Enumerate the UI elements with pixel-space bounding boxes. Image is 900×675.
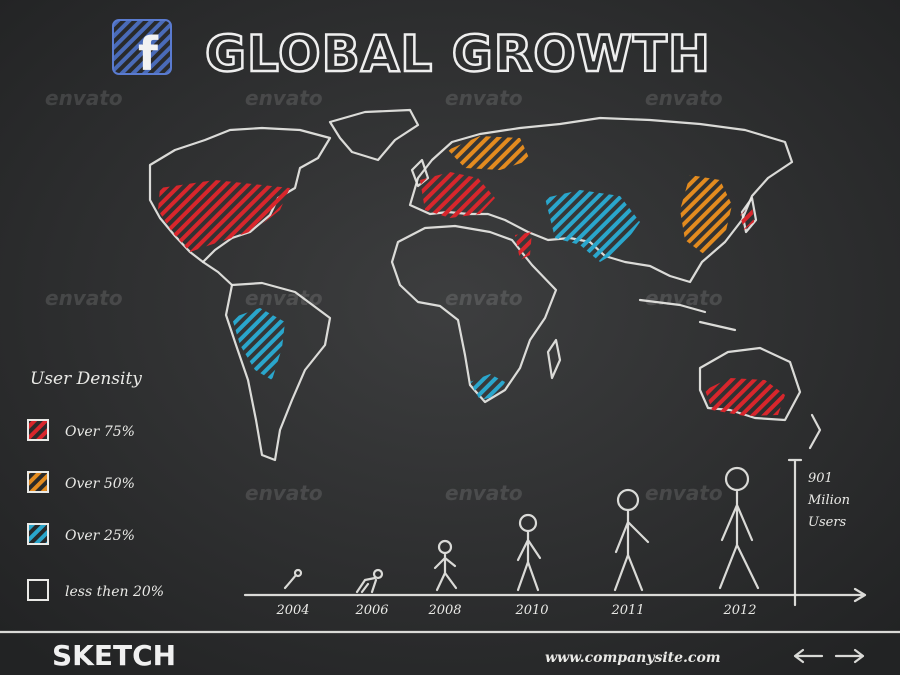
europe-region: [420, 172, 495, 218]
watermark: envato: [645, 481, 723, 505]
watermark: envato: [445, 481, 523, 505]
brand: SKETCH: [52, 639, 176, 672]
time-axis: [243, 587, 867, 603]
legend-swatch: [27, 471, 49, 493]
peru-region: [232, 308, 285, 380]
legend-swatch: [27, 579, 49, 601]
south-africa-region: [470, 374, 505, 400]
legend-swatch: [27, 419, 49, 441]
eurasia: [408, 116, 794, 284]
south-america: [224, 281, 332, 462]
title: GLOBAL GROWTH: [205, 25, 711, 83]
child-figure: [433, 539, 458, 592]
legend-label: Over 75%: [65, 424, 135, 440]
watermarks: envato envato envato envato envato envat…: [45, 86, 723, 505]
year-label: 2010: [514, 603, 548, 618]
arabia-region: [515, 232, 532, 260]
teen-figure: [516, 513, 542, 592]
japan-region: [740, 205, 754, 230]
legend-label: less then 20%: [65, 584, 164, 600]
year-label: 2008: [427, 603, 461, 618]
legend-label: Over 50%: [65, 476, 135, 492]
footer: SKETCH www.companysite.com: [0, 630, 900, 672]
greenland: [328, 108, 420, 162]
new-zealand: [808, 413, 822, 450]
watermark: envato: [245, 86, 323, 110]
facebook-letter: f: [138, 27, 159, 81]
adult-figure: [718, 466, 760, 590]
url: www.companysite.com: [545, 650, 721, 666]
year-label: 2012: [722, 603, 756, 618]
baby-figure: [355, 568, 384, 594]
total-label: 901: [808, 471, 833, 486]
watermark: envato: [45, 86, 123, 110]
watermark: envato: [645, 86, 723, 110]
china-region: [680, 175, 732, 255]
year-label: 2004: [275, 603, 309, 618]
watermark: envato: [445, 86, 523, 110]
north-europe-region: [448, 136, 530, 170]
usa-region: [158, 180, 290, 252]
total-label: Milion: [807, 493, 850, 508]
legend-label: Over 25%: [65, 528, 135, 544]
middle-east-region: [545, 190, 640, 262]
indonesia: [638, 298, 737, 332]
year-label: 2011: [610, 603, 644, 618]
legend-swatch: [27, 523, 49, 545]
facebook-icon: [112, 19, 172, 75]
watermark: envato: [445, 286, 523, 310]
australia-region: [705, 378, 785, 416]
central-america: [201, 260, 234, 287]
world-map: [148, 108, 822, 462]
africa: [390, 224, 558, 404]
legend: User Density Over 75% Over 50% Over 25% …: [27, 369, 164, 601]
timeline: 901 Milion Users 2004 2006 2008 2010 201…: [243, 458, 867, 618]
young-adult-figure: [613, 488, 650, 592]
total-label: Users: [808, 515, 847, 530]
watermark: envato: [45, 286, 123, 310]
watermark: envato: [245, 481, 323, 505]
australia: [698, 346, 802, 422]
legend-title: User Density: [30, 369, 142, 389]
growth-axis: [787, 458, 803, 607]
sperm-figure: [283, 568, 303, 590]
madagascar: [546, 338, 562, 380]
year-label: 2006: [354, 603, 388, 618]
prev-arrow[interactable]: [793, 648, 824, 664]
header: f GLOBAL GROWTH: [112, 19, 711, 84]
next-arrow[interactable]: [834, 648, 865, 664]
